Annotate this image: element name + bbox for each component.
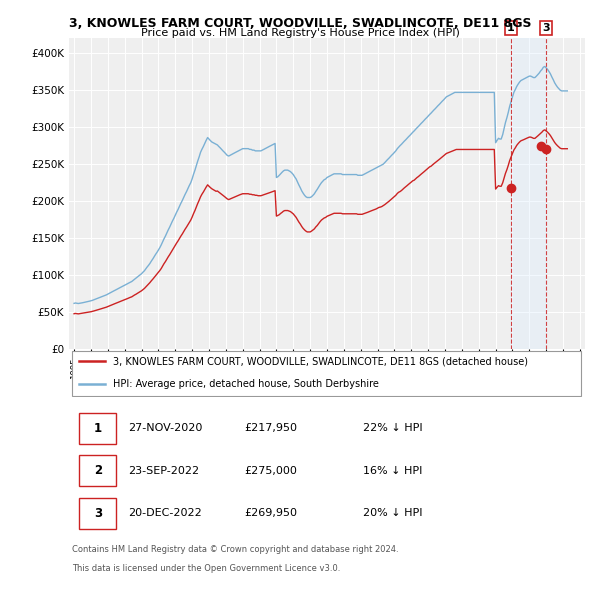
Text: 16% ↓ HPI: 16% ↓ HPI (363, 466, 422, 476)
Text: 1: 1 (507, 23, 515, 33)
Text: 3: 3 (542, 23, 550, 33)
Text: 20% ↓ HPI: 20% ↓ HPI (363, 508, 422, 518)
Text: 23-SEP-2022: 23-SEP-2022 (128, 466, 199, 476)
Text: 22% ↓ HPI: 22% ↓ HPI (363, 424, 423, 434)
Text: 2: 2 (94, 464, 102, 477)
Text: 1: 1 (94, 422, 102, 435)
FancyBboxPatch shape (79, 413, 116, 444)
FancyBboxPatch shape (79, 455, 116, 486)
Text: £269,950: £269,950 (244, 508, 298, 518)
FancyBboxPatch shape (79, 497, 116, 529)
FancyBboxPatch shape (71, 350, 581, 396)
Text: 20-DEC-2022: 20-DEC-2022 (128, 508, 202, 518)
Text: 3: 3 (94, 507, 102, 520)
Text: HPI: Average price, detached house, South Derbyshire: HPI: Average price, detached house, Sout… (113, 379, 379, 389)
Text: Price paid vs. HM Land Registry's House Price Index (HPI): Price paid vs. HM Land Registry's House … (140, 28, 460, 38)
Text: 3, KNOWLES FARM COURT, WOODVILLE, SWADLINCOTE, DE11 8GS (detached house): 3, KNOWLES FARM COURT, WOODVILLE, SWADLI… (113, 356, 528, 366)
Text: This data is licensed under the Open Government Licence v3.0.: This data is licensed under the Open Gov… (71, 565, 340, 573)
Bar (511, 38, 546, 349)
Text: £275,000: £275,000 (244, 466, 298, 476)
Text: £217,950: £217,950 (244, 424, 298, 434)
Text: Contains HM Land Registry data © Crown copyright and database right 2024.: Contains HM Land Registry data © Crown c… (71, 545, 398, 553)
Text: 27-NOV-2020: 27-NOV-2020 (128, 424, 203, 434)
Text: 3, KNOWLES FARM COURT, WOODVILLE, SWADLINCOTE, DE11 8GS: 3, KNOWLES FARM COURT, WOODVILLE, SWADLI… (69, 17, 531, 30)
